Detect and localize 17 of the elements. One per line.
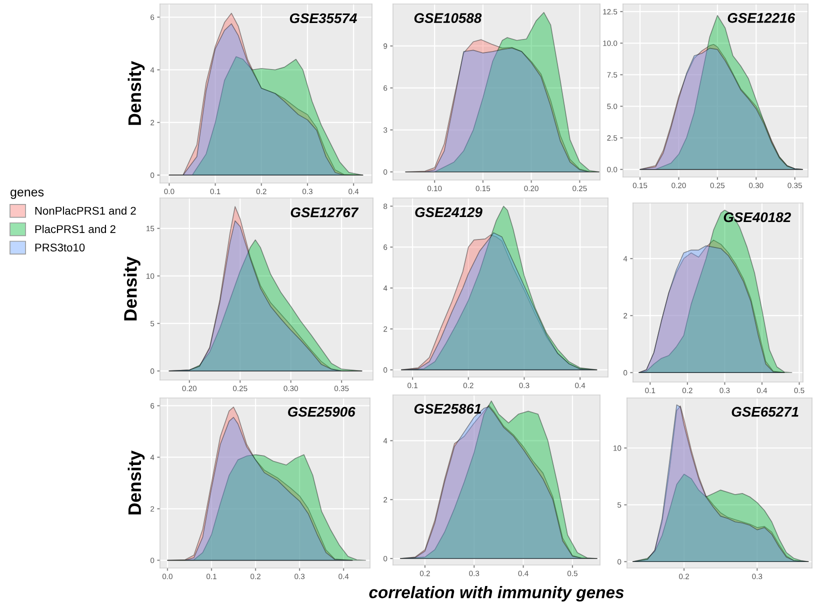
legend-label: PlacPRS1 and 2 [35, 224, 116, 234]
text: GSE35574 [290, 13, 357, 24]
chart-title: GSE25861 [414, 404, 481, 414]
legend-title: genes [10, 190, 44, 199]
text: GSE40182 [724, 212, 791, 222]
y-axis-title: Density [128, 60, 145, 125]
chart-title: GSE65271 [732, 406, 798, 417]
text: GSE10588 [414, 13, 482, 23]
text: GSE12767 [290, 207, 359, 218]
chart-title: GSE25906 [288, 406, 356, 417]
text: GSE12216 [728, 13, 796, 23]
legend-label: NonPlacPRS1 and 2 [35, 206, 136, 215]
text: GSE24129 [415, 207, 482, 218]
y-axis-title: Density [128, 450, 145, 514]
legend-label: PRS3to10 [35, 244, 85, 252]
x-axis-title: correlation with immunity genes [369, 586, 624, 602]
y-axis-title: Density [124, 256, 140, 320]
